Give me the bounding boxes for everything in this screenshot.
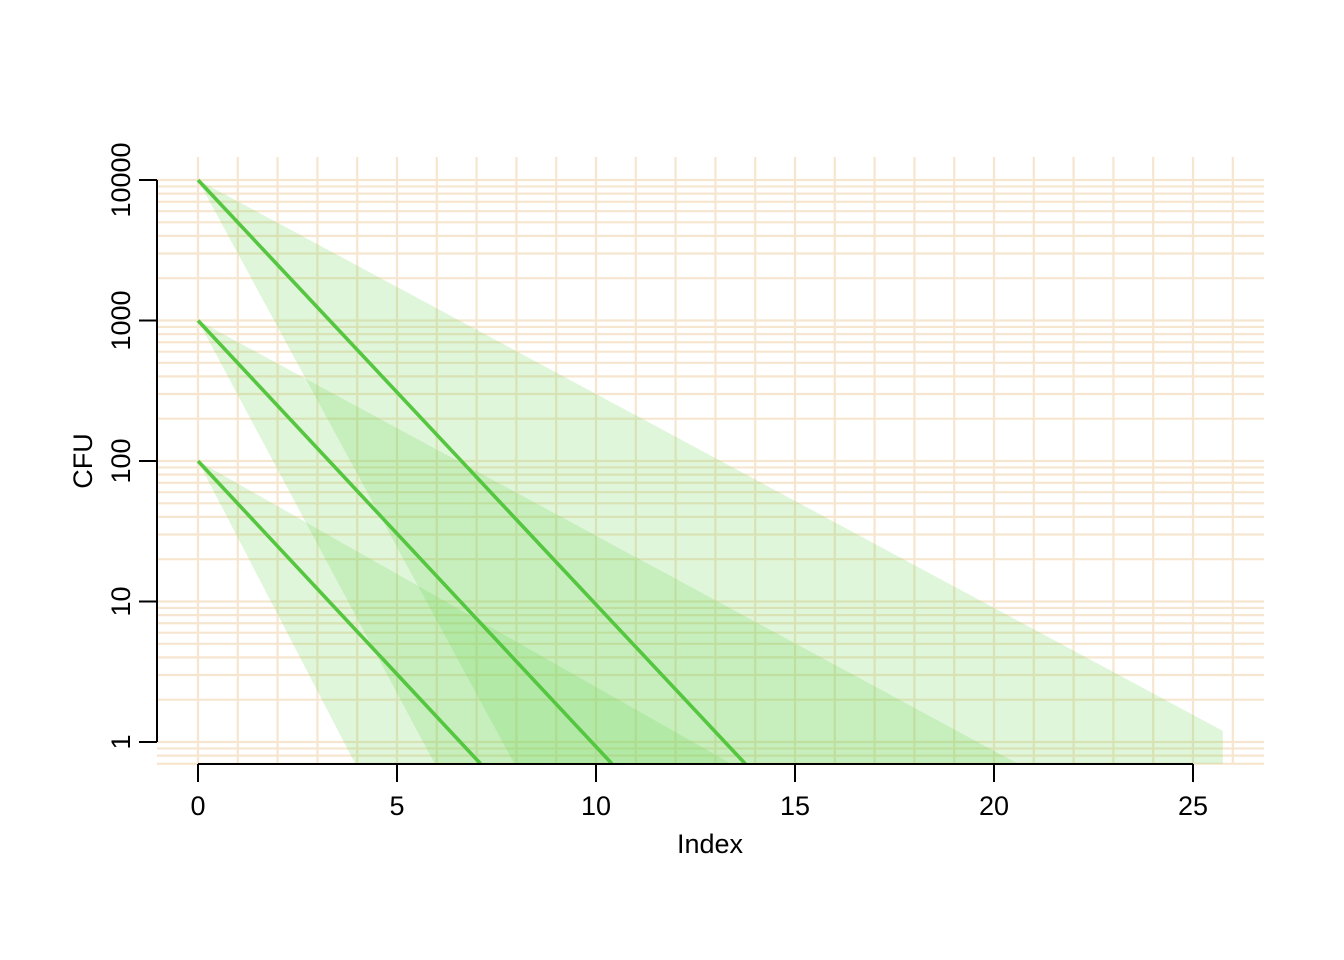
x-tick-label: 20 (979, 791, 1009, 821)
x-tick-label: 10 (581, 791, 611, 821)
line-series-1 (196, 178, 747, 765)
y-tick-label: 100 (106, 438, 136, 483)
x-tick-label: 5 (389, 791, 404, 821)
axes: 0 5 10 15 20 25 1 10 100 1000 10000 (106, 142, 1208, 821)
y-tick-label: 1000 (106, 290, 136, 350)
x-tick-label: 25 (1178, 791, 1208, 821)
band-series-3 (198, 461, 732, 764)
line-series-3 (196, 459, 482, 765)
y-tick-label: 10000 (106, 142, 136, 217)
x-tick-label: 15 (780, 791, 810, 821)
line-series-2 (196, 319, 614, 765)
band-series-1 (198, 180, 1223, 764)
grid-lines (157, 157, 1264, 765)
series-lines (196, 178, 747, 765)
band-series-2 (198, 320, 1018, 764)
x-tick-label: 0 (190, 791, 205, 821)
x-axis-title: Index (677, 829, 744, 859)
y-tick-label: 10 (106, 586, 136, 616)
confidence-bands (198, 180, 1223, 764)
y-axis-title: CFU (68, 433, 98, 489)
y-tick-label: 1 (106, 734, 136, 749)
